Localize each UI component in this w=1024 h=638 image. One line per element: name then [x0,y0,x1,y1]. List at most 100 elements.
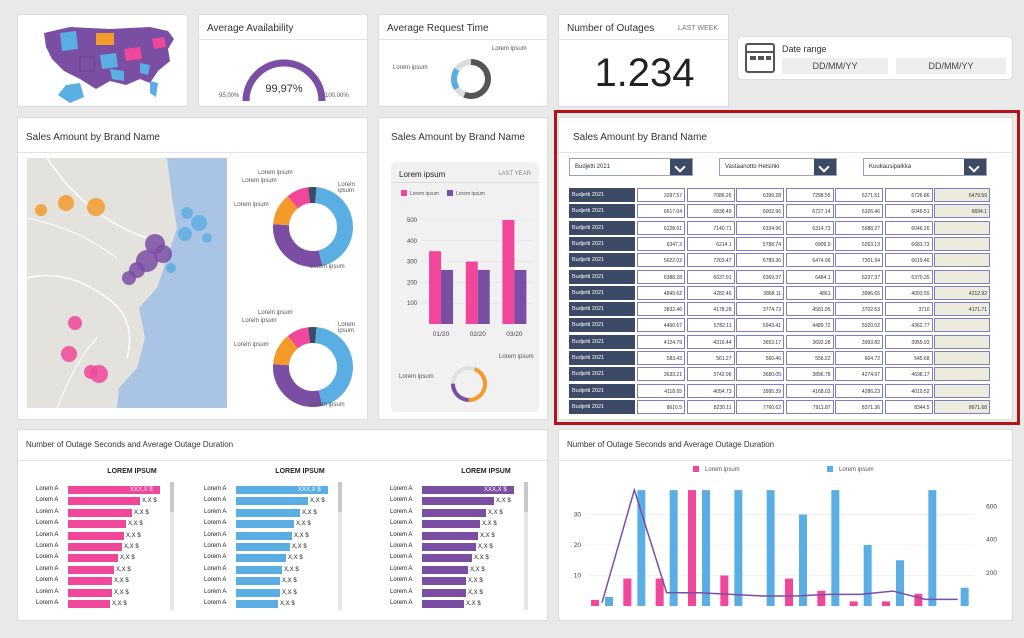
table-cell[interactable]: 3297.57 [637,188,685,202]
table-cell[interactable]: 6237.37 [835,269,883,284]
table-cell[interactable] [934,318,990,333]
table-cell[interactable]: 6479.59 [934,188,990,202]
table-cell[interactable]: 6326.46 [835,204,883,219]
table-cell[interactable]: 8671.68 [934,399,990,414]
table-cell[interactable]: 7140.71 [686,220,735,235]
table-cell[interactable]: 6836.49 [686,204,735,219]
table-cell[interactable]: 3710 [884,302,933,317]
table-cell[interactable]: 6263.13 [835,236,883,251]
table-cell[interactable]: 5788.74 [736,236,784,251]
table-cell[interactable]: 3633.21 [637,367,685,382]
table-cell[interactable]: 8230.11 [686,399,735,414]
table-cell[interactable]: 6683.73 [884,236,933,251]
table-cell[interactable]: 3995.39 [736,383,784,398]
table-cell[interactable]: 6228.61 [637,220,685,235]
table-cell[interactable]: 4861 [785,285,834,300]
table-cell[interactable]: 6314.73 [785,220,834,235]
table-cell[interactable]: 6271.51 [835,188,883,202]
table-cell[interactable] [934,253,990,268]
table-cell[interactable] [934,367,990,382]
table-cell[interactable]: 6619.46 [884,253,933,268]
table-cell[interactable]: 7911.87 [785,399,834,414]
table-cell[interactable]: 6214.1 [686,236,735,251]
table-cell[interactable]: 5943.41 [736,318,784,333]
table-cell[interactable]: 7086.26 [686,188,735,202]
table-cell[interactable]: 4178.28 [686,302,735,317]
date-to-field[interactable]: DD/MM/YY [896,58,1006,74]
outage-group-scrollbar[interactable] [170,482,174,610]
table-cell[interactable]: 3996.65 [835,285,883,300]
table-cell[interactable]: 3653.17 [736,334,784,349]
table-cell[interactable]: 4316.44 [686,334,735,349]
table-cell[interactable]: 7760.62 [736,399,784,414]
table-cell[interactable]: 4460.67 [637,318,685,333]
table-cell[interactable]: 4212.92 [934,285,990,300]
table-cell[interactable]: 6370.35 [884,269,933,284]
table-cell[interactable]: 545.68 [884,351,933,365]
table-cell[interactable]: 4362.77 [884,318,933,333]
table-cell[interactable]: 4171.71 [934,302,990,317]
table-cell[interactable]: 583.43 [637,351,685,365]
table-cell[interactable]: 6789.36 [736,253,784,268]
table-cell[interactable]: 6617.04 [637,204,685,219]
table-cell[interactable]: 4698.17 [884,367,933,382]
table-cell[interactable]: 3993.82 [835,334,883,349]
table-cell[interactable]: 6694.1 [934,204,990,219]
table-cell[interactable]: 6727.14 [785,204,834,219]
table-cell[interactable]: 5622.02 [637,253,685,268]
table-cell[interactable] [934,351,990,365]
table-cell[interactable]: 6399.28 [736,188,784,202]
table-cell[interactable]: 7298.55 [785,188,834,202]
table-cell[interactable]: 6484.1 [785,269,834,284]
table-cell[interactable]: 3680.05 [736,367,784,382]
table-cell[interactable]: 6334.96 [736,220,784,235]
table-cell[interactable]: 6726.86 [884,188,933,202]
table-cell[interactable]: 7203.47 [686,253,735,268]
table-cell[interactable]: 4168.03 [785,383,834,398]
table-cell[interactable]: 4118.65 [637,383,685,398]
table-cell[interactable]: 3868.11 [736,285,784,300]
table-cell[interactable]: 3832.46 [637,302,685,317]
table-cell[interactable]: 604.72 [835,351,883,365]
table-cell[interactable]: 5920.02 [835,318,883,333]
table-cell[interactable]: 4282.46 [686,285,735,300]
table-cell[interactable]: 6046.51 [884,204,933,219]
table-cell[interactable]: 561.27 [686,351,735,365]
filter-budget-select[interactable]: Budjetti 2021 [569,158,693,176]
date-from-field[interactable]: DD/MM/YY [782,58,888,74]
table-cell[interactable] [934,269,990,284]
table-cell[interactable]: 4093.55 [884,285,933,300]
table-cell[interactable]: 4124.79 [637,334,685,349]
chevron-down-icon[interactable] [670,159,692,175]
table-cell[interactable]: 5988.27 [835,220,883,235]
chevron-down-icon[interactable] [814,159,836,175]
table-cell[interactable]: 556.22 [785,351,834,365]
table-cell[interactable]: 6369.37 [736,269,784,284]
table-cell[interactable] [934,383,990,398]
table-cell[interactable]: 3692.28 [785,334,834,349]
outage-group-scrollbar[interactable] [338,482,342,610]
table-cell[interactable]: 6474.96 [785,253,834,268]
table-cell[interactable]: 6046.26 [884,220,933,235]
table-cell[interactable]: 6388.28 [637,269,685,284]
table-cell[interactable]: 4286.23 [835,383,883,398]
table-cell[interactable]: 6637.91 [686,269,735,284]
table-cell[interactable] [934,236,990,251]
table-cell[interactable]: 6909.9 [785,236,834,251]
table-cell[interactable]: 4489.72 [785,318,834,333]
table-cell[interactable]: 3702.63 [835,302,883,317]
table-cell[interactable]: 4054.73 [686,383,735,398]
chevron-down-icon[interactable] [964,159,986,175]
table-cell[interactable]: 8344.5 [884,399,933,414]
table-cell[interactable]: 4010.52 [884,383,933,398]
table-cell[interactable]: 4849.62 [637,285,685,300]
table-cell[interactable]: 3774.73 [736,302,784,317]
table-cell[interactable] [934,220,990,235]
table-cell[interactable]: 3742.96 [686,367,735,382]
filter-location-select[interactable]: Vastaanotto Helsinki [719,158,837,176]
table-cell[interactable]: 8371.36 [835,399,883,414]
table-cell[interactable]: 3955.93 [884,334,933,349]
table-cell[interactable]: 4581.95 [785,302,834,317]
table-cell[interactable]: 5782.11 [686,318,735,333]
table-cell[interactable]: 7301.34 [835,253,883,268]
